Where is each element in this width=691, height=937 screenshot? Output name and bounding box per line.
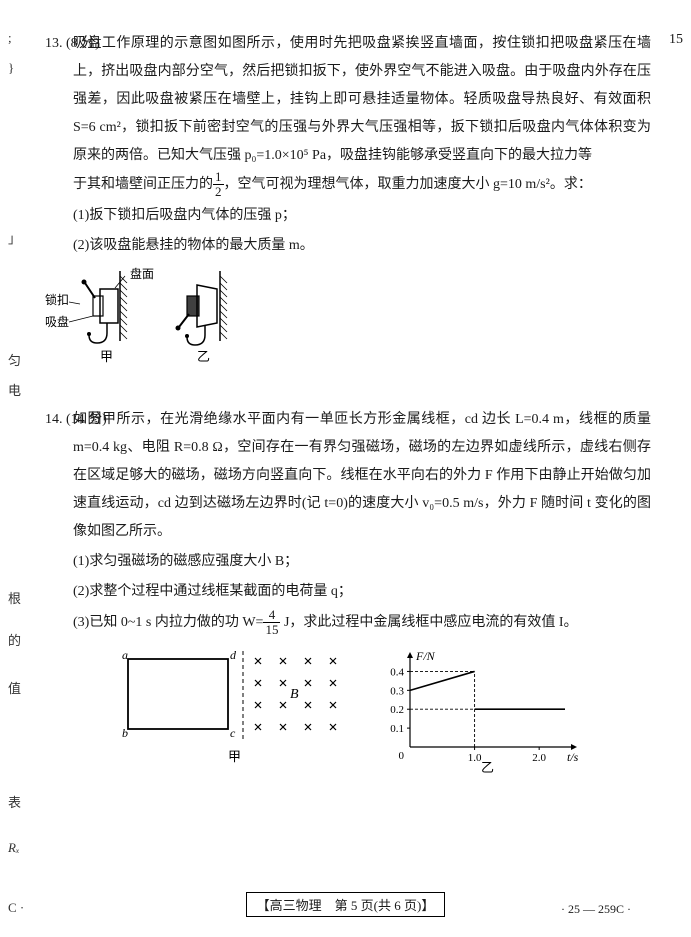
- margin-text: 值: [8, 678, 21, 697]
- problem-14: 14. (14 分) 如图甲所示，在光滑绝缘水平面内有一单匝长方形金属线框，cd…: [45, 406, 651, 775]
- page-number-right: 15: [669, 32, 683, 48]
- problem-number: 13. (8 分): [45, 30, 100, 58]
- corner-a: a: [122, 649, 128, 662]
- corner-b: b: [122, 726, 128, 740]
- margin-text: 根: [8, 588, 21, 607]
- sub-question-2: (2)该吸盘能悬挂的物体的最大质量 m。: [73, 232, 651, 260]
- ft-graph-svg: 0.1 0.2 0.3 0.4 1.0 2.0 0 F/N t/s 乙: [378, 649, 578, 774]
- margin-text: 」: [8, 228, 21, 247]
- svg-text:0.2: 0.2: [390, 704, 404, 716]
- margin-text: 表: [8, 792, 21, 811]
- frame-field-svg: a b c d: [118, 649, 348, 769]
- label-panmian: 盘面: [130, 266, 154, 281]
- svg-text:0: 0: [399, 750, 405, 762]
- margin-text: Rₓ: [8, 840, 20, 856]
- footer-center: 【高三物理 第 5 页(共 6 页)】: [246, 892, 446, 917]
- margin-text: 的: [8, 630, 21, 649]
- svg-text:0.1: 0.1: [390, 723, 404, 735]
- suction-cup-svg: 盘面 锁扣 吸盘 甲: [45, 266, 235, 366]
- svg-text:1.0: 1.0: [468, 752, 482, 764]
- footer-right: · 25 — 259C ·: [561, 902, 631, 917]
- fraction: 12: [213, 170, 224, 200]
- page-footer: 【高三物理 第 5 页(共 6 页)】 · 25 — 259C ·: [0, 892, 691, 917]
- svg-text:2.0: 2.0: [532, 752, 546, 764]
- margin-text: 电: [8, 380, 21, 399]
- problem-number: 14. (14 分): [45, 406, 107, 434]
- sub-question-1: (1)扳下锁扣后吸盘内气体的压强 p；: [73, 202, 651, 230]
- label-suokou: 锁扣: [45, 292, 69, 307]
- svg-text:0.4: 0.4: [390, 667, 404, 679]
- margin-text: }: [8, 60, 14, 76]
- svg-text:乙: 乙: [481, 760, 494, 774]
- sub-question-3: (3)已知 0~1 s 内拉力做的功 W=415 J，求此过程中金属线框中感应电…: [73, 608, 651, 638]
- label-jia: 甲: [100, 349, 113, 364]
- label-xipan: 吸盘: [45, 314, 69, 329]
- corner-c: c: [230, 726, 236, 740]
- sub-question-2: (2)求整个过程中通过线框某截面的电荷量 q；: [73, 578, 651, 606]
- svg-text:t/s: t/s: [567, 750, 578, 764]
- margin-text: ;: [8, 30, 12, 46]
- problem-text: 如图甲所示，在光滑绝缘水平面内有一单匝长方形金属线框，cd 边长 L=0.4 m…: [73, 412, 651, 539]
- label-yi: 乙: [197, 349, 210, 364]
- problem-13: 13. (8 分) 吸盘工作原理的示意图如图所示，使用时先把吸盘紧挨竖直墙面，按…: [45, 30, 651, 366]
- diagram-14-container: a b c d: [45, 649, 651, 774]
- sub-question-1: (1)求匀强磁场的磁感应强度大小 B；: [73, 548, 651, 576]
- corner-d: d: [230, 649, 237, 662]
- margin-text: 匀: [8, 350, 21, 369]
- label-B: B: [290, 687, 299, 702]
- label-jia: 甲: [228, 749, 241, 764]
- fraction: 415: [263, 608, 280, 638]
- diagram-suction-cup: 盘面 锁扣 吸盘 甲: [45, 266, 651, 366]
- svg-text:F/N: F/N: [415, 649, 436, 663]
- problem-text: 吸盘工作原理的示意图如图所示，使用时先把吸盘紧挨竖直墙面，按住锁扣把吸盘紧压在墙…: [73, 36, 651, 163]
- svg-text:0.3: 0.3: [390, 686, 404, 698]
- problem-text-line2: 于其和墙壁间正压力的12，空气可视为理想气体，取重力加速度大小 g=10 m/s…: [73, 170, 651, 200]
